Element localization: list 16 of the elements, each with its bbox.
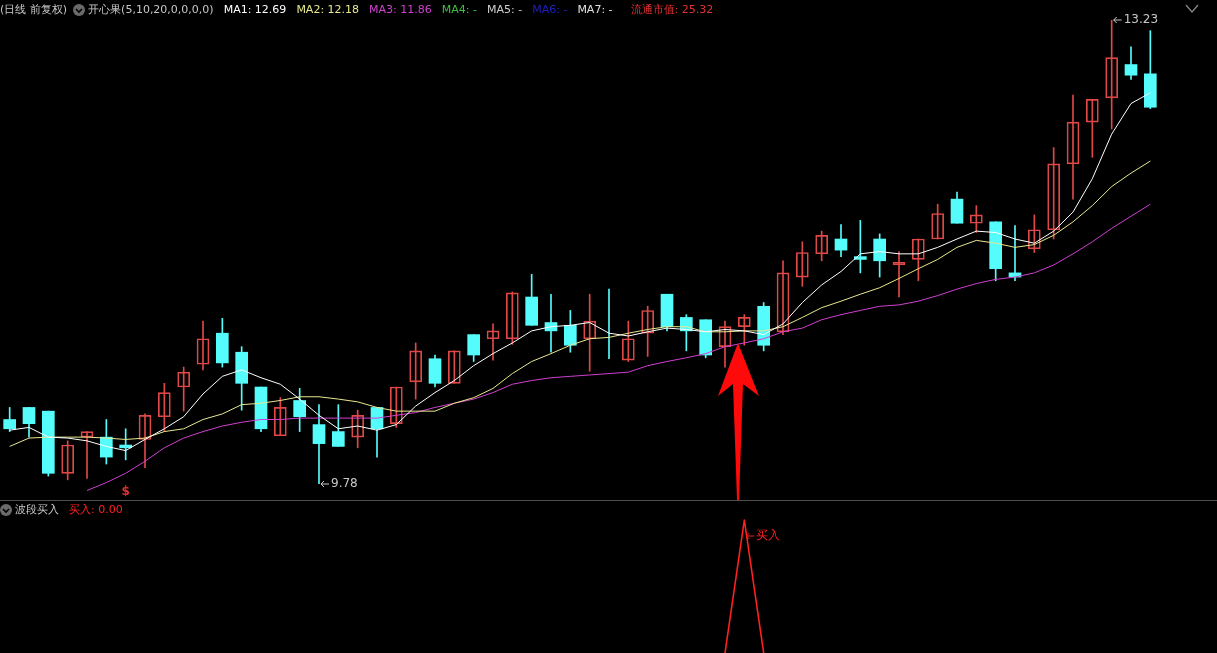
annotation: 买入: [756, 528, 781, 543]
text: MA1: 12.69: [223, 3, 287, 16]
legend-label: MA5: -: [487, 3, 523, 16]
text: MA3: 11.86: [369, 3, 432, 16]
annotation: 9.78: [331, 476, 358, 491]
annotation: $: [121, 484, 130, 499]
chart-subtitle: 开心果(5,10,20,0,0,0,0): [88, 2, 214, 17]
legend-label: MA4: -: [441, 3, 477, 16]
legend-label: MA7: -: [577, 3, 613, 16]
chart-title: 波段买入: [15, 502, 59, 517]
legend-label: MA6: -: [532, 3, 568, 16]
text: MA2: 12.18: [296, 3, 360, 16]
text: 流通市值: 25.32: [630, 2, 714, 17]
text: 买入: 0.00: [69, 502, 123, 517]
annotation: 13.23: [1123, 12, 1159, 27]
chart-title: (日线 前复权): [0, 2, 68, 17]
